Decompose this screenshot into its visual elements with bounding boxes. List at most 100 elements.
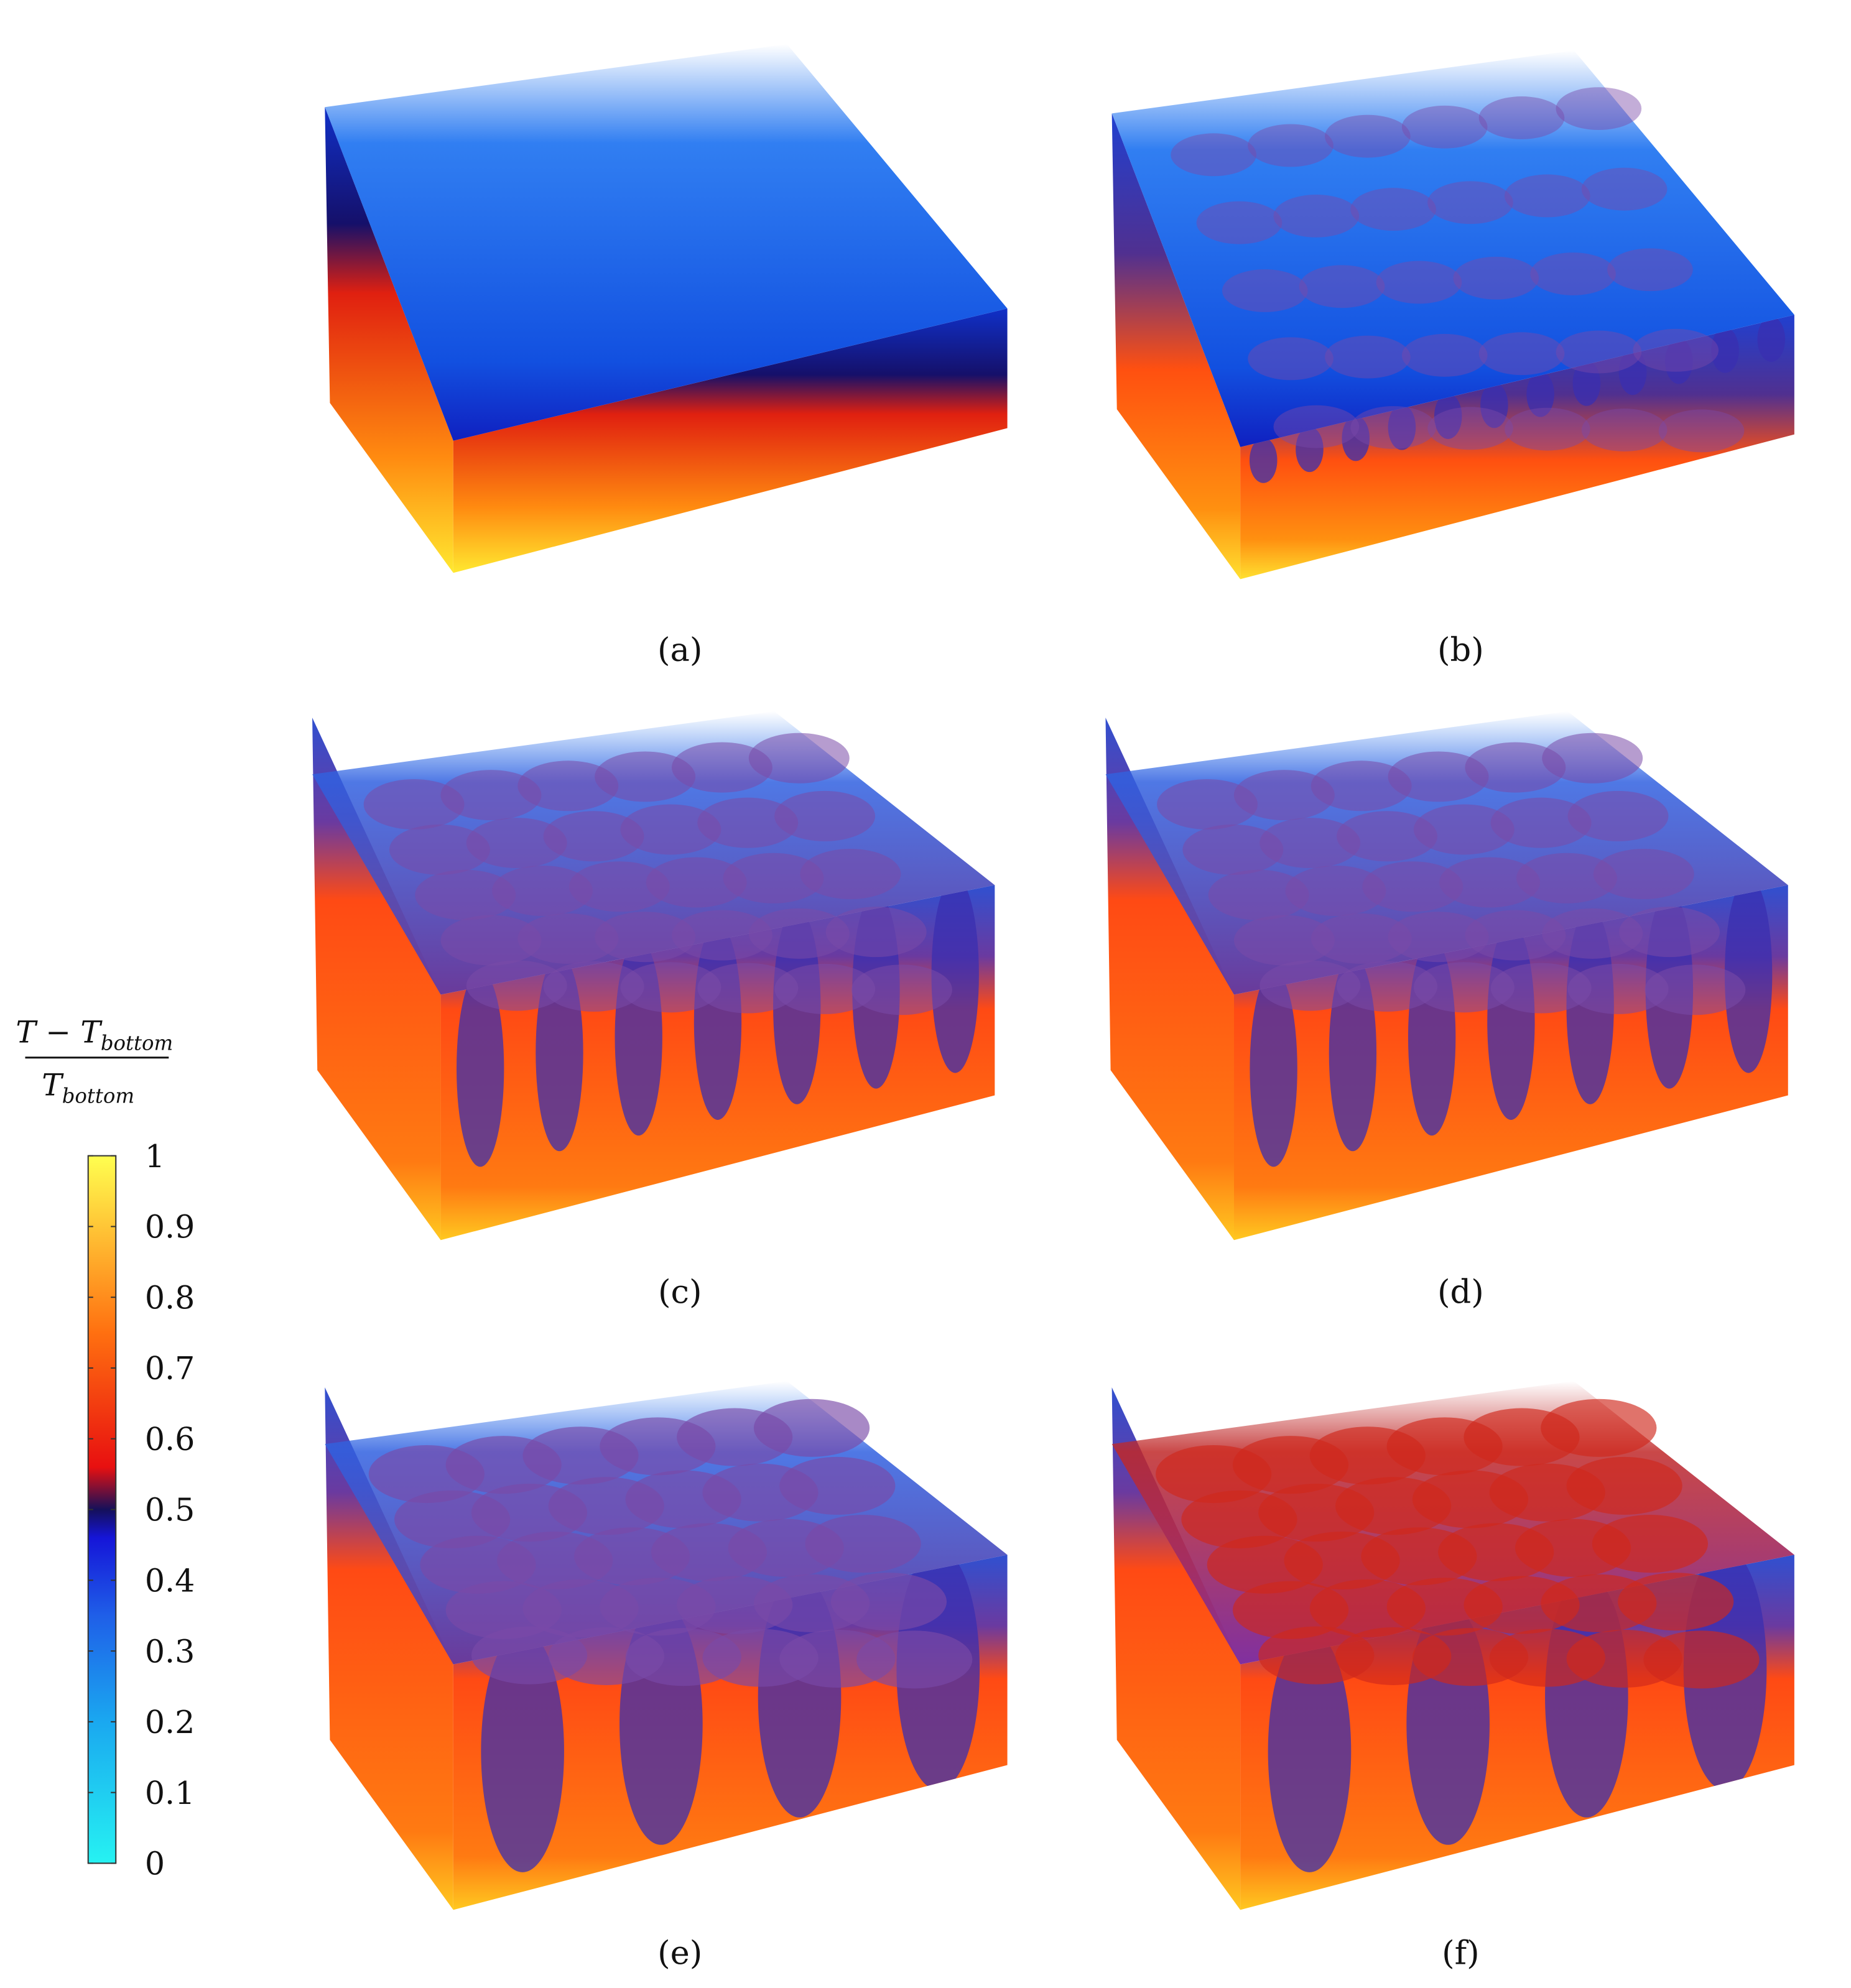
tick-label: 1 — [145, 1138, 165, 1175]
cell — [800, 849, 901, 899]
cell — [1490, 797, 1592, 848]
cell — [1248, 337, 1334, 381]
cell — [1658, 409, 1745, 453]
left-face — [1105, 718, 1234, 1241]
cell — [748, 908, 850, 959]
plume — [1250, 970, 1297, 1167]
plume — [1480, 382, 1508, 428]
left-face — [1111, 113, 1241, 580]
cell — [1222, 269, 1308, 312]
top-texture — [1156, 1399, 1760, 1689]
cell — [1182, 824, 1284, 875]
volume-panel — [1111, 50, 1794, 580]
volume-panel — [325, 1381, 1008, 1910]
panel-caption: (a) — [657, 631, 702, 669]
cell — [1478, 96, 1565, 139]
cell — [1542, 733, 1643, 784]
plume — [1268, 1630, 1352, 1872]
top-face — [325, 44, 1008, 441]
top-texture — [1157, 733, 1746, 1015]
cell — [697, 963, 799, 1014]
left-face — [312, 718, 441, 1241]
cell — [620, 804, 721, 855]
panel-caption: (b) — [1437, 631, 1484, 669]
panel-caption: (d) — [1437, 1274, 1484, 1311]
panel-caption: (c) — [658, 1274, 702, 1311]
cell — [1413, 962, 1515, 1013]
cell — [1401, 105, 1488, 149]
cell — [1541, 1399, 1657, 1457]
cell — [1208, 869, 1309, 920]
cell — [1260, 960, 1361, 1011]
plume — [1249, 437, 1278, 483]
front-face — [1240, 315, 1794, 580]
cell — [1566, 1456, 1682, 1515]
plume — [1757, 317, 1786, 362]
cell — [1567, 963, 1669, 1014]
top-face — [1111, 50, 1794, 447]
plume — [1526, 371, 1554, 417]
top-texture — [363, 733, 952, 1015]
cell — [1233, 915, 1335, 966]
cell — [1350, 406, 1437, 449]
tick-label: 0.5 — [145, 1492, 195, 1528]
top-texture — [368, 1399, 973, 1689]
cell — [1619, 907, 1720, 958]
cell — [1401, 333, 1488, 377]
tick-label: 0.1 — [145, 1775, 195, 1811]
cell — [1171, 133, 1257, 177]
cell — [1645, 964, 1746, 1015]
cell — [1556, 87, 1642, 131]
cell — [1505, 407, 1590, 451]
cell — [1516, 853, 1617, 904]
cell — [1337, 811, 1437, 862]
volume-panel — [312, 711, 995, 1241]
numerator-subscript: bottom — [101, 1032, 173, 1055]
cell — [1260, 818, 1361, 869]
cell — [1233, 770, 1335, 821]
cell — [1413, 804, 1515, 855]
plume — [1711, 327, 1739, 373]
cell — [723, 853, 824, 904]
cell — [440, 915, 542, 966]
cell — [1325, 335, 1411, 379]
cell — [1530, 252, 1616, 295]
cell — [1285, 866, 1386, 916]
cell — [697, 797, 799, 848]
cell — [1299, 265, 1385, 308]
left-face — [325, 107, 453, 573]
cell — [1581, 409, 1668, 451]
cell — [1273, 194, 1360, 238]
cell — [1643, 1630, 1760, 1689]
cell — [1311, 913, 1412, 964]
cell — [1427, 181, 1513, 224]
cell — [595, 912, 696, 963]
tick-label: 0.2 — [145, 1704, 195, 1741]
cell — [779, 1456, 896, 1515]
plume — [1388, 404, 1416, 450]
numerator-symbol: T − T — [16, 1015, 103, 1050]
cell — [1311, 761, 1412, 811]
cell — [1618, 1573, 1734, 1631]
cell — [1490, 963, 1592, 1014]
cell — [1504, 174, 1590, 218]
cell — [1556, 330, 1642, 374]
cell — [1607, 248, 1693, 292]
left-face — [325, 1387, 453, 1910]
cell — [1592, 1514, 1709, 1573]
cell — [389, 824, 490, 875]
cell — [672, 910, 772, 961]
cell — [543, 811, 644, 862]
colorbar-numerator: T − Tbottom — [16, 1015, 173, 1055]
cell — [415, 869, 516, 920]
cell — [363, 779, 465, 830]
cell — [1633, 328, 1719, 372]
cell — [543, 961, 644, 1012]
cell — [753, 1399, 870, 1457]
cell — [1465, 910, 1566, 961]
cell — [1362, 861, 1464, 912]
front-face — [453, 308, 1008, 573]
plume — [481, 1630, 564, 1872]
cell — [1248, 124, 1334, 167]
